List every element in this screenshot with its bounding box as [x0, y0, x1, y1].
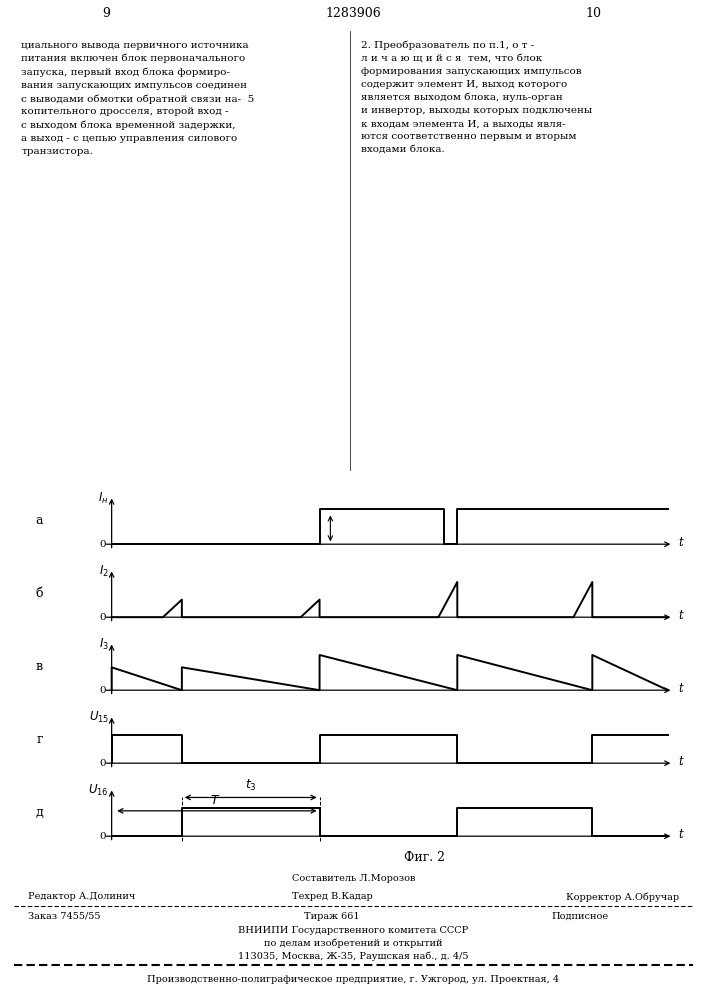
Text: $t_3$: $t_3$	[245, 778, 257, 793]
Text: $T$: $T$	[211, 794, 221, 807]
Text: t: t	[679, 828, 684, 841]
Text: t: t	[679, 755, 684, 768]
Text: 0: 0	[100, 686, 106, 695]
Text: $I_3$: $I_3$	[99, 637, 109, 652]
Text: в: в	[36, 660, 43, 673]
Text: б: б	[35, 587, 43, 600]
Text: 9: 9	[102, 7, 110, 20]
Text: Составитель Л.Морозов: Составитель Л.Морозов	[292, 874, 415, 883]
Text: по делам изобретений и открытий: по делам изобретений и открытий	[264, 939, 443, 948]
Text: циального вывода первичного источника
питания включен блок первоначального
запус: циального вывода первичного источника пи…	[21, 41, 255, 156]
Text: д: д	[35, 806, 43, 819]
Text: г: г	[36, 733, 42, 746]
Text: Корректор А.Обручар: Корректор А.Обручар	[566, 892, 679, 902]
Text: 10: 10	[586, 7, 602, 20]
Text: 0: 0	[100, 540, 106, 549]
Text: $U_{16}$: $U_{16}$	[88, 783, 109, 798]
Text: Тираж 661: Тираж 661	[305, 912, 360, 921]
Text: а: а	[35, 514, 43, 527]
Text: $U_{15}$: $U_{15}$	[88, 710, 109, 725]
Text: Подписное: Подписное	[551, 912, 609, 921]
Text: ВНИИПИ Государственного комитета СССР: ВНИИПИ Государственного комитета СССР	[238, 926, 469, 935]
Text: Производственно-полиграфическое предприятие, г. Ужгород, ул. Проектная, 4: Производственно-полиграфическое предприя…	[148, 975, 559, 984]
Text: 113035, Москва, Ж-35, Раушская наб., д. 4/5: 113035, Москва, Ж-35, Раушская наб., д. …	[238, 952, 469, 961]
Text: Заказ 7455/55: Заказ 7455/55	[28, 912, 101, 921]
Text: t: t	[679, 536, 684, 549]
Text: 0: 0	[100, 613, 106, 622]
Text: 0: 0	[100, 832, 106, 841]
Text: Фиг. 2: Фиг. 2	[404, 851, 445, 864]
Text: $I_н$: $I_н$	[98, 491, 109, 506]
Text: Редактор А.Долинич: Редактор А.Долинич	[28, 892, 136, 901]
Text: $I_2$: $I_2$	[99, 564, 109, 579]
Text: 1283906: 1283906	[326, 7, 381, 20]
Text: t: t	[679, 682, 684, 695]
Text: Техред В.Кадар: Техред В.Кадар	[292, 892, 373, 901]
Text: 2. Преобразователь по п.1, о т -
л и ч а ю щ и й с я  тем, что блок
формирования: 2. Преобразователь по п.1, о т - л и ч а…	[361, 41, 592, 154]
Text: 0: 0	[100, 759, 106, 768]
Text: t: t	[679, 609, 684, 622]
